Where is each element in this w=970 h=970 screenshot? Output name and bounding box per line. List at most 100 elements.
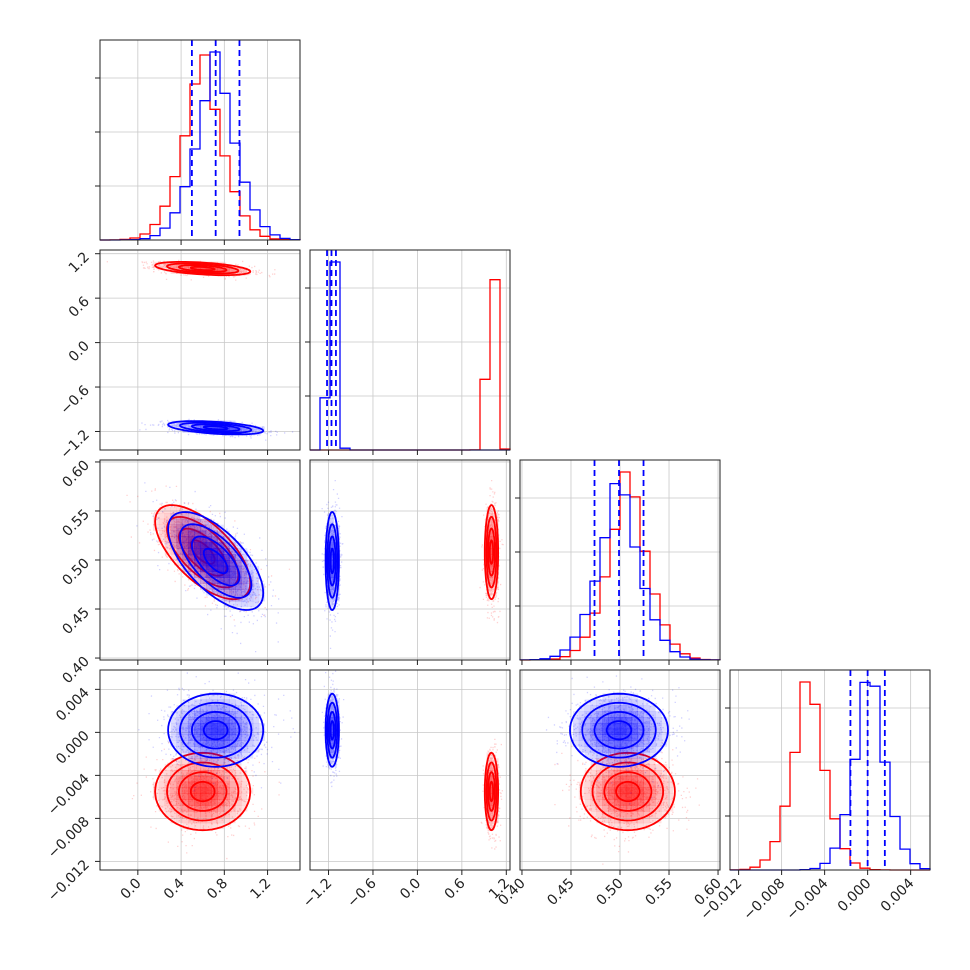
density-bin <box>223 805 230 812</box>
density-bin <box>602 758 609 765</box>
density-bin <box>211 811 218 818</box>
density-bin <box>194 524 201 531</box>
density-bin <box>661 734 668 741</box>
density-bin <box>584 711 591 718</box>
density-bin <box>229 775 236 783</box>
density-bin <box>590 717 597 724</box>
panel-frame <box>99 669 301 871</box>
density-bin <box>164 775 171 783</box>
density-bin <box>235 589 242 596</box>
contour-line <box>202 425 229 431</box>
density-bin <box>614 775 621 783</box>
density-bin <box>661 775 668 783</box>
density-bin <box>200 554 207 561</box>
density-bin <box>235 799 242 806</box>
density-bin <box>608 740 615 747</box>
contour-line <box>483 504 499 601</box>
density-bin <box>194 734 201 741</box>
density-bin <box>182 805 189 812</box>
y-tick-label: 0.6 <box>66 294 93 321</box>
density-bin <box>170 717 177 724</box>
density-bin <box>602 775 609 783</box>
contour-line <box>154 751 252 832</box>
density-bin <box>235 752 242 759</box>
density-bin <box>229 770 236 777</box>
density-bin <box>194 758 201 765</box>
density-bin <box>333 530 340 537</box>
density-bin <box>649 817 656 824</box>
contour-line <box>190 710 241 750</box>
density-bin <box>164 542 171 549</box>
density-bin <box>194 536 201 543</box>
density-bin <box>235 571 242 578</box>
density-bin <box>235 554 242 561</box>
density-bin <box>194 542 201 549</box>
density-bin <box>661 811 668 818</box>
density-bin <box>235 758 242 765</box>
density-bin <box>649 740 656 747</box>
density-bin <box>223 799 230 806</box>
density-bin <box>164 536 171 543</box>
density-bin <box>590 699 597 706</box>
density-bin <box>235 764 242 771</box>
density-bin <box>200 793 207 800</box>
density-bin <box>229 589 236 596</box>
density-bin <box>492 577 499 584</box>
density-bin <box>223 542 230 549</box>
density-bin <box>655 775 662 783</box>
density-bin <box>637 758 644 765</box>
density-bin <box>608 822 615 830</box>
density-bin <box>643 699 650 706</box>
density-bin <box>584 793 591 800</box>
density-bin <box>217 693 224 700</box>
density-bin <box>205 524 213 531</box>
density-bin <box>602 758 609 765</box>
density-bin <box>176 518 183 526</box>
contour-line <box>488 539 494 565</box>
density-bin <box>620 717 627 724</box>
density-bin <box>643 752 650 759</box>
density-bin <box>602 817 609 824</box>
density-bin <box>486 536 493 543</box>
density-bin <box>608 805 615 812</box>
density-bin <box>252 728 260 736</box>
density-bin <box>602 799 609 806</box>
density-bin <box>229 560 236 567</box>
density-bin <box>614 693 621 700</box>
density-bin <box>614 705 621 712</box>
density-bin <box>188 775 195 783</box>
x-tick-label: −0.6 <box>344 875 379 910</box>
density-bin <box>205 518 213 526</box>
density-bin <box>229 722 236 730</box>
density-bin <box>200 583 207 590</box>
density-bin <box>643 787 650 794</box>
density-bin <box>620 775 627 783</box>
density-bin <box>229 426 236 433</box>
density-bin <box>620 793 627 800</box>
histogram-2 <box>520 471 721 661</box>
density-bin <box>637 711 644 718</box>
density-bin <box>205 752 213 759</box>
density-bin <box>223 589 230 596</box>
density-bin <box>188 571 195 578</box>
density-bin <box>327 717 334 724</box>
density-bin <box>194 536 201 543</box>
density-bin <box>327 595 334 602</box>
density-bin <box>637 740 644 747</box>
density-bin <box>655 734 662 741</box>
density-bin <box>637 752 644 759</box>
density-bin <box>182 530 189 537</box>
density-bin <box>223 817 230 824</box>
density-bin <box>596 752 603 759</box>
density-bin <box>170 764 177 771</box>
density-bin <box>631 811 638 818</box>
density-bin <box>223 758 230 765</box>
density-bin <box>602 722 609 730</box>
density-bin <box>596 711 603 718</box>
density-bin <box>223 583 230 590</box>
density-bin <box>486 560 493 567</box>
contour-line <box>615 780 641 803</box>
density-bin <box>655 770 662 777</box>
density-bin <box>584 775 591 783</box>
density-bin <box>211 693 218 700</box>
